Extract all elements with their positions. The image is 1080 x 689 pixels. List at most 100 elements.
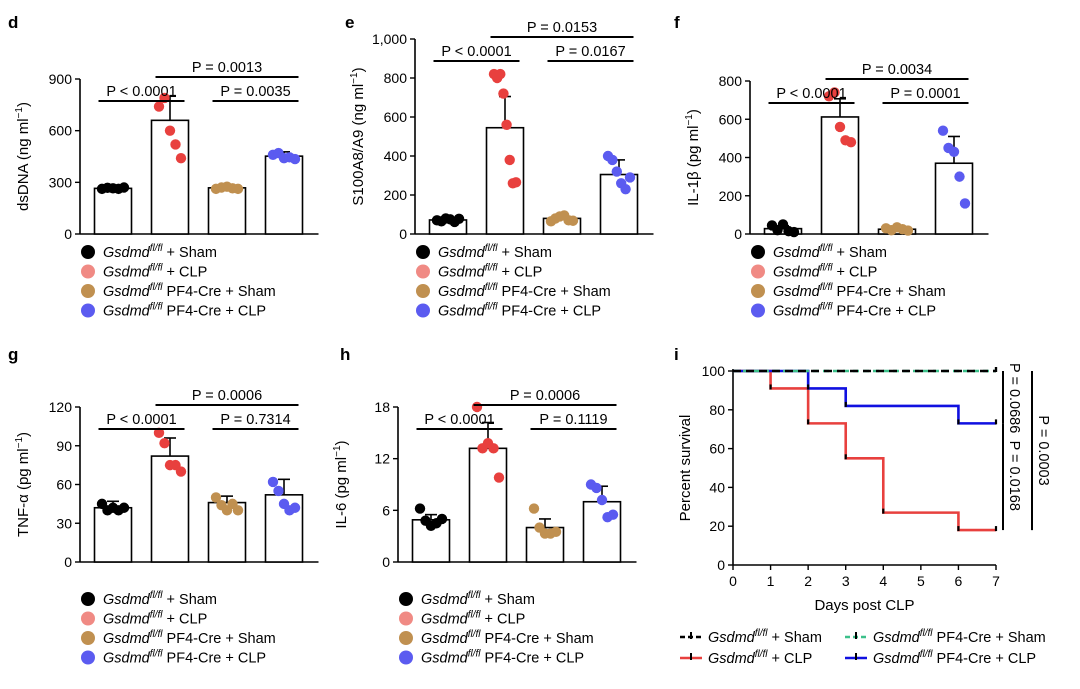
legend-item-marker: [416, 284, 430, 298]
legend-label: Gsdmdfl/fl + CLP: [708, 649, 812, 667]
panel-letter: h: [340, 345, 350, 364]
legend-label: Gsdmdfl/fl + Sham: [708, 628, 822, 646]
p-value-label: P < 0.0001: [106, 84, 176, 100]
p-value-label: P = 0.0003: [1035, 415, 1051, 485]
data-point: [232, 505, 244, 516]
y-tick-label: 400: [719, 150, 743, 166]
data-point: [959, 198, 971, 209]
panel-g: g 0 30 60 90 120 TNF-α (pg ml−1) P < 0.0001 P = …: [8, 345, 319, 667]
x-tick-label: 6: [955, 573, 963, 589]
panel-d: d 0 300 600 900 dsDNA (ng ml−1) P < 0.0001 P = …: [8, 13, 319, 320]
y-tick-label: 20: [709, 518, 725, 534]
data-point: [845, 137, 857, 148]
legend-item-marker: [81, 303, 95, 318]
p-value-label: P = 0.0686: [1006, 363, 1022, 433]
data-point: [175, 153, 187, 164]
p-value-label: P = 0.0167: [555, 44, 625, 60]
legend-item-label: Gsdmdfl/fl PF4-Cre + Sham: [103, 629, 276, 647]
data-point: [834, 121, 846, 133]
y-tick-label: 600: [719, 111, 743, 127]
data-point: [273, 485, 284, 497]
y-axis-label: S100A8/A9 (ng ml−1): [349, 67, 367, 205]
data-point: [607, 154, 618, 166]
y-tick-label: 0: [399, 226, 407, 242]
data-point: [175, 466, 187, 477]
y-tick-label: 800: [384, 70, 408, 86]
panel-h: h 0 6 12 18 IL-6 (pg ml−1) P < 0.0001 P = 0.111…: [332, 345, 637, 667]
legend-item-label: Gsdmdfl/fl PF4-Cre + CLP: [103, 302, 266, 320]
bar: [820, 116, 860, 235]
p-value-label: P < 0.0001: [106, 412, 176, 428]
data-point: [453, 213, 465, 224]
legend-item-marker: [399, 650, 413, 665]
y-axis-label: Percent survival: [677, 415, 694, 522]
p-value-label: P < 0.0001: [424, 412, 494, 428]
p-value-label: P = 0.0153: [527, 20, 597, 36]
y-axis-label: IL-6 (pg ml−1): [332, 440, 350, 528]
x-tick-label: 5: [917, 573, 925, 589]
y-tick-label: 120: [49, 399, 73, 415]
panel-letter: g: [8, 345, 18, 364]
data-point: [567, 215, 579, 226]
p-value-label: P = 0.0006: [192, 388, 262, 404]
data-point: [159, 437, 170, 449]
p-value-label: P = 0.0168: [1006, 441, 1022, 511]
data-point: [937, 125, 949, 136]
x-tick-label: 3: [842, 573, 850, 589]
y-tick-label: 200: [719, 188, 743, 204]
y-tick-label: 0: [64, 226, 72, 242]
data-point: [118, 182, 130, 193]
bar: [485, 126, 525, 235]
data-point: [498, 88, 509, 99]
legend-item-marker: [81, 245, 95, 259]
x-tick-label: 1: [767, 573, 775, 589]
legend-item-marker: [751, 264, 765, 279]
legend-item-label: Gsdmdfl/fl PF4-Cre + Sham: [103, 282, 276, 300]
legend-item-marker: [81, 650, 95, 665]
data-point: [153, 101, 165, 112]
data-point: [902, 225, 914, 236]
y-tick-label: 0: [734, 226, 742, 242]
p-value-label: P = 0.0035: [220, 84, 290, 100]
legend-item-marker: [416, 264, 430, 279]
y-tick-label: 12: [374, 451, 390, 467]
legend-item-marker: [81, 284, 95, 298]
legend-item-marker: [416, 245, 430, 259]
legend-item-label: Gsdmdfl/fl PF4-Cre + CLP: [773, 302, 936, 320]
y-tick-label: 0: [717, 557, 725, 573]
legend-item-label: Gsdmdfl/fl + CLP: [103, 610, 207, 628]
legend-item-label: Gsdmdfl/fl + CLP: [421, 610, 525, 628]
y-tick-label: 6: [382, 502, 390, 518]
legend-item-label: Gsdmdfl/fl + CLP: [438, 263, 542, 281]
legend-item-marker: [399, 592, 413, 606]
legend-item-label: Gsdmdfl/fl + CLP: [103, 263, 207, 281]
data-point: [495, 68, 506, 80]
panel-letter: f: [674, 13, 680, 32]
data-point: [493, 472, 505, 483]
legend-item-label: Gsdmdfl/fl PF4-Cre + Sham: [773, 282, 946, 300]
legend-item-label: Gsdmdfl/fl + CLP: [773, 263, 877, 281]
p-value-label: P = 0.0006: [510, 388, 580, 404]
y-tick-label: 300: [49, 174, 73, 190]
data-point: [289, 153, 301, 165]
legend-item-marker: [399, 631, 413, 645]
y-tick-label: 0: [382, 554, 390, 570]
data-point: [118, 502, 130, 513]
data-point: [829, 87, 840, 98]
data-point: [504, 154, 515, 166]
data-point: [501, 119, 512, 130]
legend-item-label: Gsdmdfl/fl + Sham: [421, 590, 535, 608]
data-point: [948, 146, 960, 157]
data-point: [153, 427, 165, 439]
panel-i: i 0 20 40 60 80 100 0 1 2 3 4 5 6 7 Days post CLP Percen…: [674, 345, 1051, 667]
p-value-label: P = 0.0001: [890, 86, 960, 102]
bar: [264, 155, 304, 235]
y-tick-label: 0: [64, 554, 72, 570]
y-tick-label: 60: [56, 477, 72, 493]
legend-item-label: Gsdmdfl/fl PF4-Cre + CLP: [438, 302, 601, 320]
legend-item-label: Gsdmdfl/fl + Sham: [103, 590, 217, 608]
survival-curve: [733, 369, 996, 425]
legend-item-label: Gsdmdfl/fl + Sham: [103, 243, 217, 261]
y-tick-label: 900: [49, 71, 73, 87]
